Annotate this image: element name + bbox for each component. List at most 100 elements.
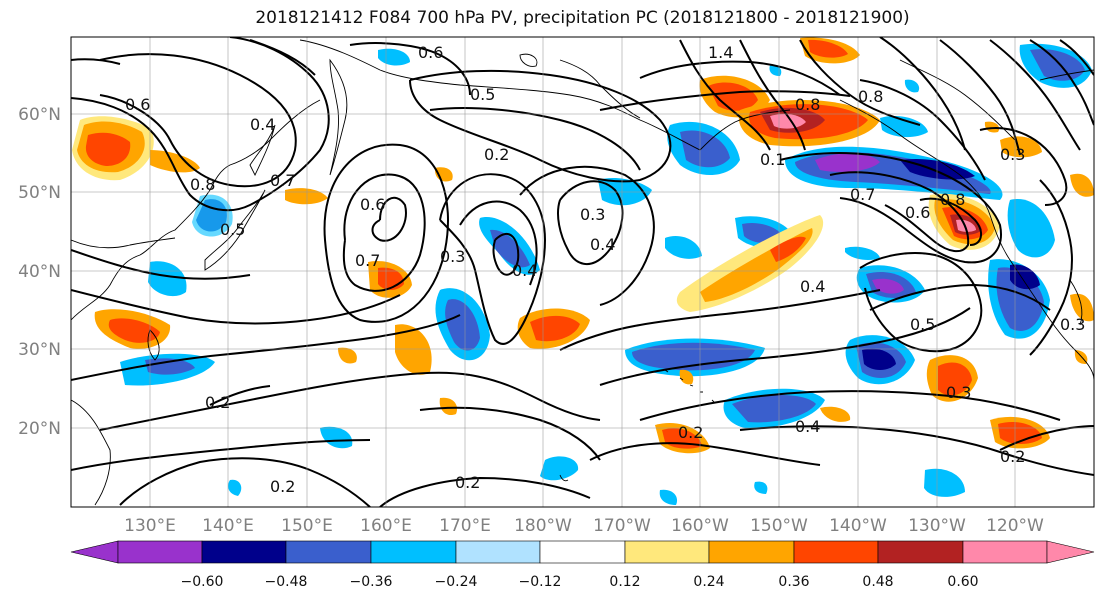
precip-area: [938, 362, 972, 396]
contour-label: 0.7: [355, 251, 380, 270]
contour-label: 0.8: [190, 175, 215, 194]
gridlines: [71, 37, 1094, 507]
lon-label: 140°W: [829, 516, 887, 536]
colorbar-segment: [455, 540, 541, 564]
precip-area: [530, 315, 580, 342]
colorbar-tick-label: 0.60: [947, 574, 978, 590]
contour-label: 0.7: [850, 185, 875, 204]
lon-labels: 130°E 140°E 150°E 160°E 170°E 180°W 170°…: [124, 516, 1044, 536]
colorbar-tick-label: 0.12: [609, 574, 640, 590]
colorbar-tick-label: 0.48: [862, 574, 893, 590]
precip-area: [632, 342, 755, 371]
precip-area: [439, 397, 458, 416]
contour-label: 0.6: [360, 195, 385, 214]
colorbar-segment: [793, 540, 879, 564]
precip-area: [395, 324, 432, 375]
contour-label: 0.3: [580, 205, 605, 224]
contour-label: 0.4: [590, 235, 615, 254]
colorbar-segment: [285, 540, 372, 564]
precip-area: [1070, 173, 1094, 197]
plot-area: 0.6 1.4 0.2 0.5 0.4 0.8 0.7 0.6 0.8 0.7 …: [71, 37, 1094, 507]
contour-label: 0.8: [795, 95, 820, 114]
contour-label: 0.3: [1000, 145, 1025, 164]
contour-label: 0.4: [512, 261, 537, 280]
contour-label: 0.2: [455, 473, 480, 492]
precip-area: [145, 358, 195, 375]
precip-area: [680, 130, 730, 168]
colorbar-segment: [962, 540, 1048, 564]
lon-label: 180°W: [514, 516, 572, 536]
precip-area: [808, 39, 848, 58]
lat-label: 30°N: [18, 340, 61, 360]
contour-label: 0.4: [250, 115, 275, 134]
lon-label: 120°W: [986, 516, 1044, 536]
precip-area: [845, 246, 880, 260]
lon-label: 150°E: [281, 516, 333, 536]
contour-label: 0.4: [800, 277, 825, 296]
contour-label: 0.3: [1060, 315, 1085, 334]
precip-area: [1007, 199, 1055, 258]
lon-label: 130°W: [908, 516, 966, 536]
contour-label: 0.4: [795, 417, 820, 436]
contour-label: 0.6: [905, 203, 930, 222]
contour-label: 0.5: [910, 315, 935, 334]
lat-label: 50°N: [18, 183, 61, 203]
contour-label: 0.2: [678, 423, 703, 442]
colorbar-extend-low: [70, 540, 119, 564]
lon-label: 160°W: [671, 516, 729, 536]
precip-area: [1000, 136, 1042, 158]
contour-label: 0.5: [220, 220, 245, 239]
colorbar-segment: [117, 540, 203, 564]
contour-label: 0.3: [440, 247, 465, 266]
colorbar-extend-high: [1046, 540, 1095, 564]
colorbar-segment: [539, 540, 626, 564]
colorbar-tick-label: −0.12: [519, 574, 562, 590]
precip-area: [708, 82, 758, 111]
precip-area: [956, 219, 976, 232]
colorbar-segment: [201, 540, 287, 564]
lat-label: 20°N: [18, 419, 61, 439]
colorbar-ticks: −0.60 −0.48 −0.36 −0.24 −0.12 0.12 0.24 …: [181, 574, 979, 590]
contour-label: 0.3: [946, 383, 971, 402]
lat-label: 60°N: [18, 105, 61, 125]
precip-area: [108, 318, 160, 343]
precip-area: [665, 236, 702, 259]
colorbar-tick-label: −0.48: [265, 574, 308, 590]
precip-area: [320, 426, 353, 449]
lon-label: 160°E: [360, 516, 412, 536]
lon-label: 170°E: [439, 516, 491, 536]
lat-label: 40°N: [18, 262, 61, 282]
lon-label: 170°W: [593, 516, 651, 536]
contour-label: 0.1: [760, 150, 785, 169]
colorbar-tick-label: 0.24: [693, 574, 724, 590]
precip-area: [984, 121, 1000, 133]
precip-area: [904, 79, 920, 93]
contour-label: 0.2: [270, 477, 295, 496]
precip-area: [659, 489, 678, 505]
map-frame: [70, 36, 1095, 508]
precip-area: [880, 115, 928, 138]
contour-label: 0.6: [418, 43, 443, 62]
colorbar-tick-label: 0.36: [778, 574, 809, 590]
contour-label: 0.2: [205, 393, 230, 412]
lon-label: 150°W: [750, 516, 808, 536]
contour-label: 0.7: [270, 171, 295, 190]
contour-label: 0.8: [940, 190, 965, 209]
colorbar-tick-label: −0.60: [181, 574, 224, 590]
precip-shading: [72, 37, 1094, 505]
colorbar-segment: [708, 540, 795, 564]
precip-area: [815, 153, 880, 172]
precip-area: [150, 150, 200, 173]
contour-label: 0.6: [125, 95, 150, 114]
lon-label: 130°E: [124, 516, 176, 536]
precip-area: [820, 406, 851, 422]
precip-area: [445, 299, 480, 351]
precip-area: [1030, 49, 1085, 81]
precip-area: [540, 456, 579, 481]
lat-labels: 60°N 50°N 40°N 30°N 20°N: [18, 105, 61, 439]
precip-area: [754, 481, 768, 494]
colorbar-segment: [624, 540, 710, 564]
colorbar: [70, 540, 1095, 564]
colorbar-tick-label: −0.24: [435, 574, 478, 590]
